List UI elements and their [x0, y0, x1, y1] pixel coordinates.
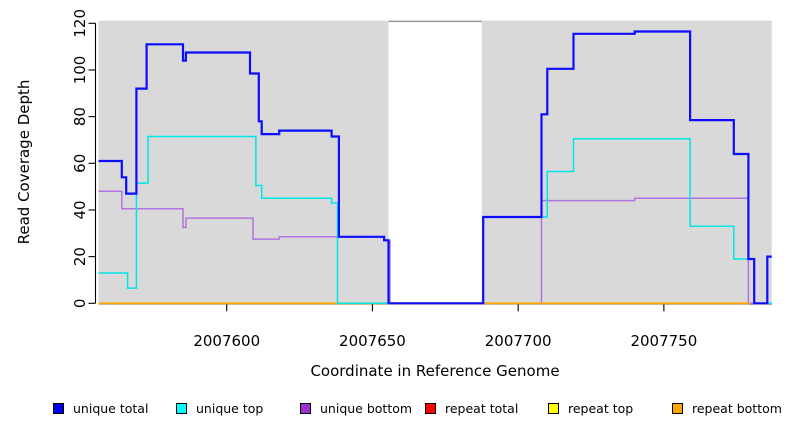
x-tick-label: 2007650: [339, 332, 406, 350]
x-axis-title: Coordinate in Reference Genome: [310, 362, 560, 380]
legend-item-unique-top: unique top: [176, 401, 263, 416]
y-tick-label: 20: [71, 247, 89, 266]
unique-top-swatch-icon: [176, 403, 187, 414]
repeat-total-swatch-icon: [425, 403, 436, 414]
legend-label: repeat total: [445, 401, 519, 416]
legend-item-repeat-total: repeat total: [425, 401, 518, 416]
legend-label: repeat top: [568, 401, 634, 416]
y-tick-label: 100: [71, 56, 89, 85]
y-tick-label: 60: [71, 154, 89, 173]
legend-label: unique bottom: [320, 401, 413, 416]
legend-label: unique total: [73, 401, 149, 416]
legend-item-repeat-top: repeat top: [548, 401, 633, 416]
repeat-top-swatch-icon: [548, 403, 559, 414]
legend-label: unique top: [196, 401, 264, 416]
x-tick-label: 2007750: [630, 332, 697, 350]
legend-item-repeat-bottom: repeat bottom: [672, 401, 782, 416]
series-unique-total: [98, 30, 772, 305]
repeat-bottom-swatch-icon: [672, 403, 683, 414]
y-tick-label: 40: [71, 200, 89, 219]
masked-gap-region: [388, 20, 482, 304]
y-axis-title: Read Coverage Depth: [15, 79, 33, 245]
y-tick-label: 120: [71, 9, 89, 38]
legend-item-unique-bottom: unique bottom: [300, 401, 412, 416]
legend: unique total unique top unique bottom re…: [0, 396, 792, 424]
series-unique-top: [98, 135, 772, 305]
legend-label: repeat bottom: [692, 401, 782, 416]
x-tick-label: 2007600: [193, 332, 260, 350]
y-tick-label: 80: [71, 107, 89, 126]
unique-total-swatch-icon: [53, 403, 64, 414]
x-tick-label: 2007700: [485, 332, 552, 350]
unique-bottom-swatch-icon: [300, 403, 311, 414]
y-tick-label: 0: [71, 299, 89, 309]
legend-item-unique-total: unique total: [53, 401, 148, 416]
